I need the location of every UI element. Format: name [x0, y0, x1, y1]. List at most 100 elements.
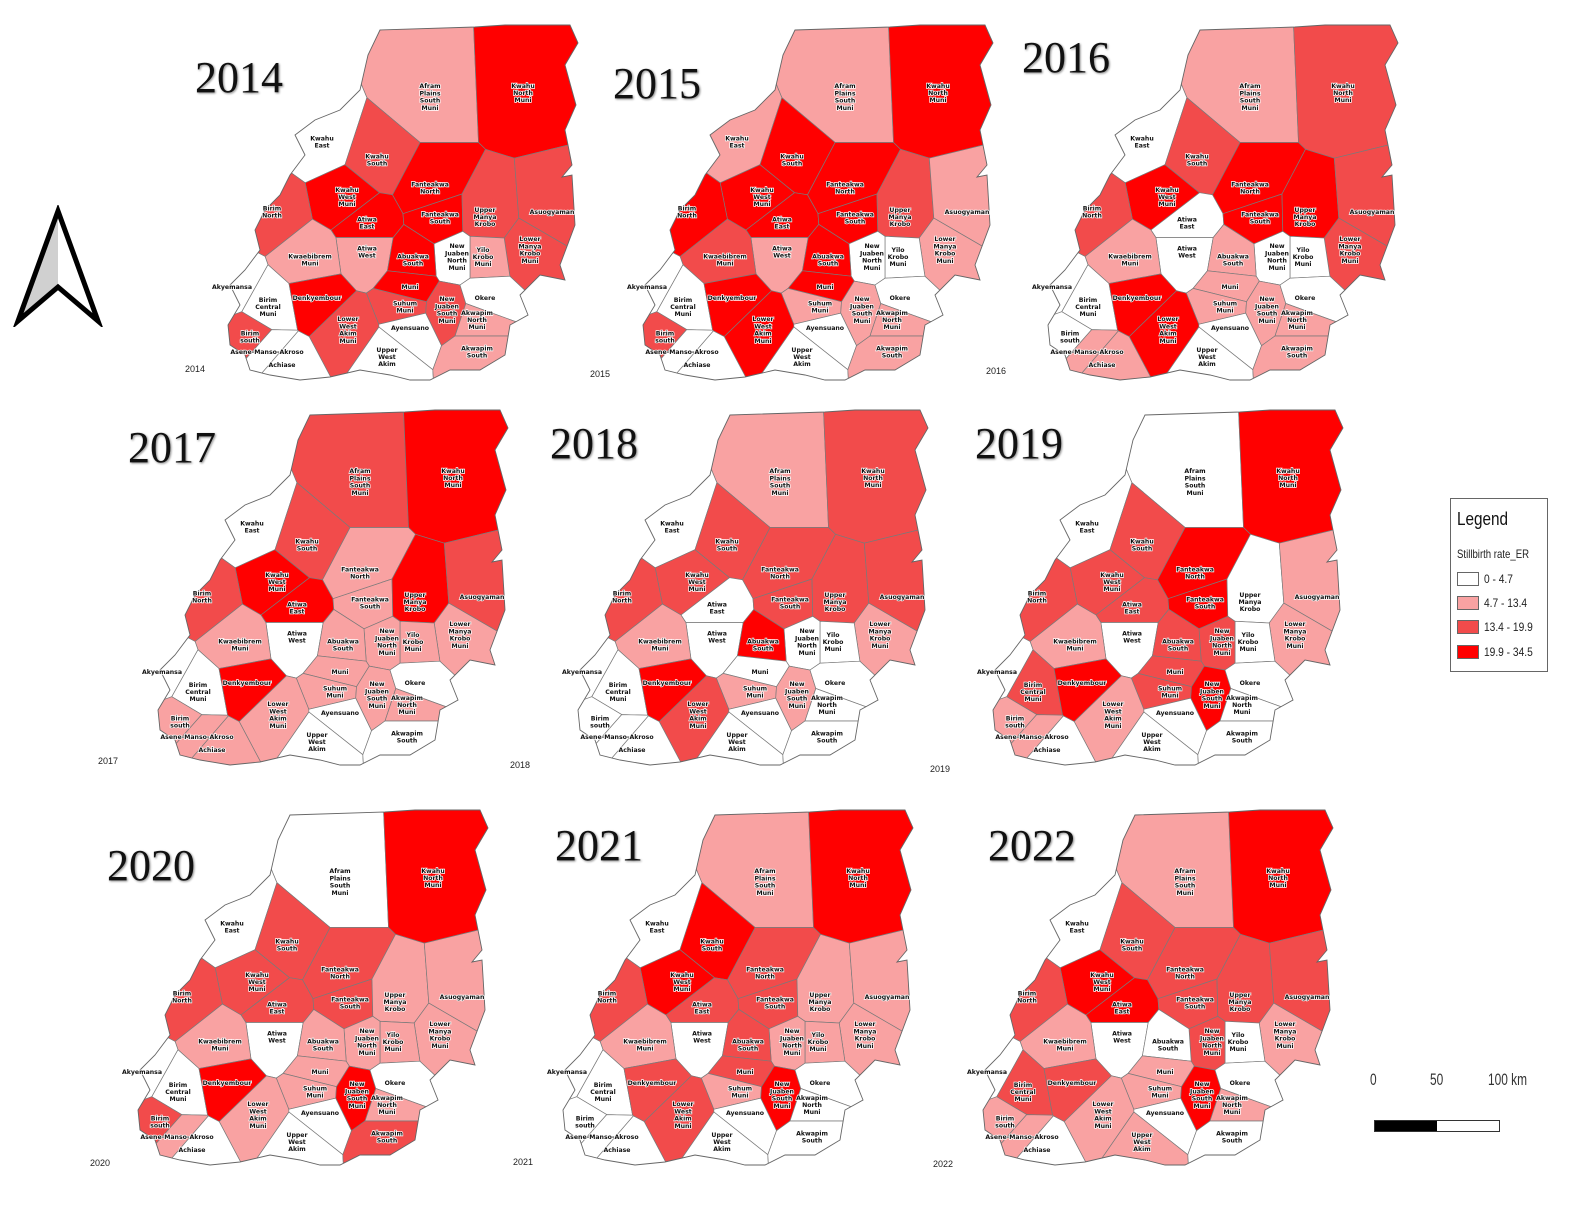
district-label: Kwahu South	[1120, 938, 1144, 952]
district-label: Atiwa East	[357, 216, 377, 230]
district-label: Asuogyaman	[460, 594, 505, 601]
district-label: Yilo Krobo Muni	[1228, 1032, 1249, 1053]
district-label: Achiase	[1023, 1147, 1050, 1154]
region-outline	[1047, 24, 1399, 381]
district-label: New Juaben North Muni	[444, 243, 469, 272]
district-label: Fanteakwa South	[836, 211, 874, 225]
district-label: New Juaben North Muni	[859, 243, 884, 272]
year-caption: 2019	[930, 764, 951, 774]
district-label: Suhum Muni	[1148, 1085, 1172, 1099]
district-label: Ayensuano	[726, 1110, 764, 1117]
district-label: Birim North	[172, 990, 192, 1004]
district-label: Muni	[331, 669, 348, 676]
district-label: Upper Manya Krobo	[1294, 207, 1317, 228]
district-label: Birim North	[1017, 990, 1037, 1004]
district-label: Okere	[810, 1080, 831, 1087]
district-label: Atiwa East	[772, 216, 792, 230]
district-label: Birim south	[590, 715, 610, 729]
district-label: Atiwa West	[1122, 630, 1142, 644]
district-label: Achiase	[198, 747, 225, 754]
district-label: Kwahu North Muni	[1266, 868, 1290, 889]
district-label: Afram Plains South Muni	[769, 468, 790, 497]
district-akwapim-south	[362, 720, 508, 765]
district-label: Birim south	[655, 330, 675, 344]
district-label: Birim south	[1060, 330, 1080, 344]
district-label: Akwapim North Muni	[1281, 310, 1313, 331]
district-label: Asene-Manso-Akroso	[230, 349, 303, 356]
district-label: Suhum Muni	[808, 300, 832, 314]
district-akwapim-south	[767, 1120, 913, 1165]
district-label: Abuakwa South	[812, 253, 844, 267]
district-label: Fanteakwa South	[1186, 596, 1224, 610]
district-label: Ayensuano	[1211, 325, 1249, 332]
district-akwapim-south	[1197, 720, 1343, 765]
district-label: Asene-Manso-Akroso	[995, 734, 1068, 741]
year-title: 2015	[613, 59, 701, 108]
district-label: Birim Central Muni	[1010, 1082, 1035, 1103]
district-label: Ayensuano	[1146, 1110, 1184, 1117]
district-label: Lower Manya Krobo Muni	[854, 1021, 877, 1050]
year-title: 2021	[555, 821, 643, 870]
legend-swatch	[1457, 645, 1479, 659]
district-label: Yilo Krobo Muni	[383, 1032, 404, 1053]
district-label: Kwahu East	[1075, 520, 1099, 534]
district-label: Lower Manya Krobo Muni	[869, 621, 892, 650]
district-label: Akwapim North Muni	[1216, 1095, 1248, 1116]
district-label: Fanteakwa South	[771, 596, 809, 610]
district-label: Fanteakwa North	[321, 966, 359, 980]
district-label: Achiase	[683, 362, 710, 369]
choropleth-map: Afram Plains South Muni Kwahu North Muni Kwahu E…	[1031, 24, 1399, 381]
district-label: Suhum Muni	[303, 1085, 327, 1099]
north-arrow-icon	[12, 203, 104, 332]
district-label: Okere	[475, 295, 496, 302]
district-label: Akwapim South	[1281, 345, 1313, 359]
district-label: Atiwa West	[287, 630, 307, 644]
district-label: Kwaebibrem Muni	[198, 1038, 242, 1052]
district-akwapim-south	[847, 335, 993, 380]
district-label: New Juaben North Muni	[1209, 628, 1234, 657]
region-outline	[227, 24, 579, 381]
district-label: Kwahu West Muni	[265, 572, 289, 593]
region-outline	[982, 809, 1334, 1166]
district-label: Ayensuano	[741, 710, 779, 717]
district-label: Okere	[1295, 295, 1316, 302]
district-lower-manya-krobo-muni	[1258, 1002, 1333, 1132]
district-label: Denkyembour	[203, 1080, 253, 1087]
district-label: Akwapim South	[461, 345, 493, 359]
district-label: Muni	[816, 284, 833, 291]
district-label: Lower Manya Krobo Muni	[1339, 236, 1362, 265]
district-label: New Juaben South Muni	[769, 1081, 794, 1110]
district-label: Atiwa West	[707, 630, 727, 644]
district-label: Atiwa East	[707, 601, 727, 615]
district-label: Akwapim South	[796, 1130, 828, 1144]
district-label: Birim North	[1082, 205, 1102, 219]
district-label: Atiwa East	[1112, 1001, 1132, 1015]
district-label: Upper West Akim	[306, 732, 328, 753]
year-title: 2020	[107, 841, 195, 890]
legend-title: Legend	[1457, 509, 1509, 529]
district-label: Kwahu North Muni	[926, 83, 950, 104]
district-label: Asuogyaman	[945, 209, 990, 216]
district-label: Afram Plains South Muni	[329, 868, 350, 897]
legend-swatch	[1457, 620, 1479, 634]
district-lower-manya-krobo-muni	[413, 1002, 488, 1132]
district-label: Birim south	[575, 1115, 595, 1129]
year-caption: 2021	[513, 1157, 534, 1167]
district-label: Akwapim South	[1216, 1130, 1248, 1144]
district-label: New Juaben South Muni	[1189, 1081, 1214, 1110]
district-label: Lower West Akim Muni	[267, 701, 289, 730]
district-label: New Juaben South Muni	[784, 681, 809, 710]
district-label: Lower Manya Krobo Muni	[934, 236, 957, 265]
district-label: Kwahu North Muni	[1276, 468, 1300, 489]
choropleth-map: Afram Plains South Muni Kwahu North Muni Kwahu E…	[626, 24, 994, 381]
district-label: Kwahu West Muni	[1090, 972, 1114, 993]
legend: Legend Stillbirth rate_ER 0 - 4.7 4.7 - …	[1450, 498, 1548, 672]
year-title: 2017	[128, 423, 216, 472]
district-label: Akwapim North Muni	[391, 695, 423, 716]
scale-bar: 0 50 100 km	[1368, 1068, 1538, 1138]
district-label: Lower Manya Krobo Muni	[429, 1021, 452, 1050]
district-lower-manya-krobo-muni	[1323, 217, 1398, 347]
district-label: Kwahu North Muni	[1331, 83, 1355, 104]
district-label: Atiwa East	[1177, 216, 1197, 230]
